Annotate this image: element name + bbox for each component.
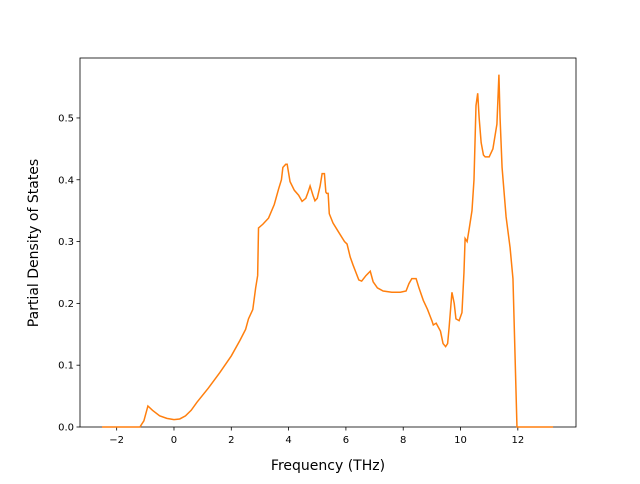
y-tick-label: 0.5 <box>58 113 74 124</box>
y-tick-label: 0.3 <box>58 237 74 248</box>
plot-frame <box>79 57 577 428</box>
y-tick-label: 0.2 <box>58 299 74 310</box>
x-tick-label: 4 <box>285 435 291 446</box>
pdos-line <box>102 74 554 428</box>
x-tick-label: 8 <box>400 435 406 446</box>
y-tick-label: 0.0 <box>58 423 74 434</box>
x-tick-label: 2 <box>228 435 234 446</box>
x-tick-label: 6 <box>343 435 349 446</box>
x-tick-label: 0 <box>171 435 177 446</box>
y-axis-label: Partial Density of States <box>26 159 42 327</box>
y-tick-label: 0.4 <box>58 175 74 186</box>
x-tick-label: 12 <box>511 435 524 446</box>
x-tick-label: 10 <box>454 435 467 446</box>
y-tick-label: 0.1 <box>58 361 74 372</box>
x-tick-label: −2 <box>109 435 124 446</box>
x-axis-label: Frequency (THz) <box>271 458 385 474</box>
